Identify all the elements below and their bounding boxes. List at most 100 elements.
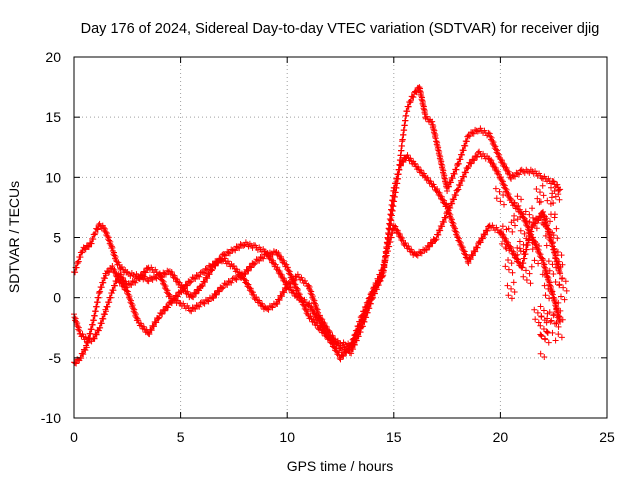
data-markers	[71, 84, 570, 367]
data-point	[455, 186, 462, 193]
data-point	[93, 331, 100, 338]
data-point	[545, 339, 552, 346]
data-point	[301, 277, 308, 284]
data-point	[456, 235, 463, 242]
data-point	[289, 275, 296, 282]
data-point	[505, 292, 512, 299]
data-point	[278, 272, 285, 279]
data-point	[492, 143, 499, 150]
data-point	[557, 270, 564, 277]
data-point	[252, 260, 259, 267]
data-point	[516, 171, 523, 178]
data-point	[500, 181, 507, 188]
data-point	[498, 177, 505, 184]
data-point	[497, 229, 504, 236]
x-tick-label: 5	[177, 429, 185, 445]
data-point	[109, 248, 116, 255]
data-point	[434, 186, 441, 193]
data-point	[178, 289, 185, 296]
data-point	[80, 351, 87, 358]
data-point	[329, 339, 336, 346]
data-point	[245, 281, 252, 288]
data-point	[532, 316, 539, 323]
data-point	[141, 268, 148, 275]
data-point	[467, 160, 474, 167]
data-point	[373, 280, 380, 287]
data-point	[499, 223, 506, 230]
data-point	[514, 256, 521, 263]
data-point	[501, 161, 508, 168]
data-point	[400, 159, 407, 166]
data-point	[290, 277, 297, 284]
data-point	[206, 271, 213, 278]
data-point	[294, 287, 301, 294]
data-point	[184, 282, 191, 289]
data-point	[550, 239, 557, 246]
data-point	[325, 334, 332, 341]
data-point	[521, 230, 528, 237]
data-point	[166, 291, 173, 298]
data-point	[502, 263, 509, 270]
data-point	[160, 278, 167, 285]
data-point	[301, 302, 308, 309]
data-point	[106, 237, 113, 244]
chart-title: Day 176 of 2024, Sidereal Day-to-day VTE…	[81, 21, 600, 37]
data-point	[123, 287, 130, 294]
data-point	[414, 252, 421, 259]
data-point	[189, 293, 196, 300]
data-point	[433, 236, 440, 243]
data-point	[135, 275, 142, 282]
data-point	[176, 299, 183, 306]
data-point	[150, 323, 157, 330]
data-point	[508, 175, 515, 182]
data-point	[523, 235, 530, 242]
data-point	[240, 242, 247, 249]
data-point	[536, 242, 543, 249]
data-point	[210, 295, 217, 302]
data-point	[503, 164, 510, 171]
data-point	[430, 181, 437, 188]
data-point	[559, 316, 566, 323]
data-point	[245, 243, 252, 250]
data-point	[251, 261, 258, 268]
data-point	[230, 262, 237, 269]
data-point	[458, 242, 465, 249]
data-point	[168, 269, 175, 275]
data-point	[269, 257, 276, 264]
data-point	[234, 244, 241, 251]
data-point	[201, 279, 208, 286]
data-point	[396, 231, 403, 238]
data-point	[201, 270, 208, 277]
data-point	[97, 288, 104, 295]
data-point	[437, 227, 444, 234]
data-point	[221, 255, 228, 262]
data-point	[277, 253, 284, 260]
data-point	[204, 297, 211, 304]
data-point	[544, 310, 551, 317]
data-point	[517, 167, 524, 174]
data-point	[248, 264, 255, 271]
data-point	[505, 256, 512, 263]
data-point	[507, 195, 514, 202]
data-point	[548, 289, 555, 296]
data-point	[233, 276, 240, 283]
data-point	[98, 284, 105, 291]
data-point	[549, 329, 556, 336]
data-point	[505, 239, 512, 246]
data-point	[422, 246, 429, 253]
data-point	[425, 243, 432, 250]
data-point	[548, 184, 554, 191]
data-point	[525, 229, 532, 236]
data-point	[115, 259, 122, 266]
y-tick-label: 0	[53, 290, 61, 306]
data-point	[548, 317, 555, 324]
data-point	[533, 225, 540, 232]
data-point	[224, 258, 231, 265]
x-axis-label: GPS time / hours	[287, 458, 394, 474]
data-point	[450, 196, 457, 203]
data-point	[517, 248, 524, 255]
data-point	[158, 274, 165, 281]
data-point	[462, 142, 469, 149]
data-point	[312, 302, 319, 309]
data-point	[153, 319, 160, 326]
